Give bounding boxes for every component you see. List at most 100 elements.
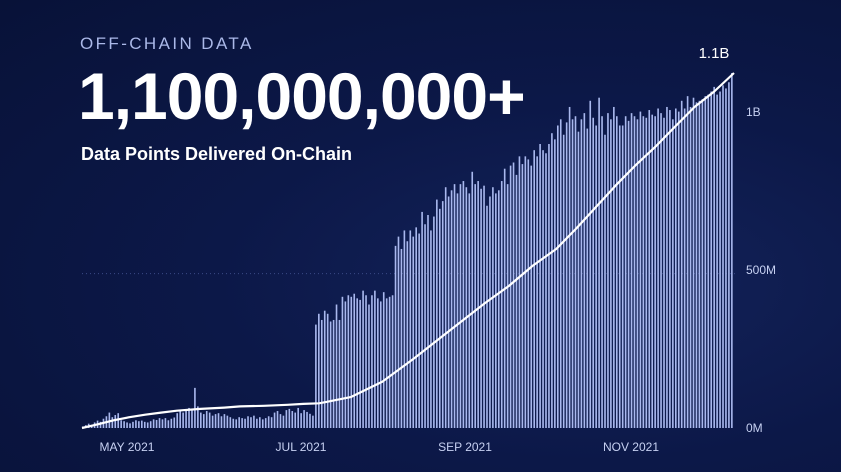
chart-bar (539, 144, 541, 428)
chart-bar (347, 295, 350, 428)
chart-bar (197, 406, 199, 428)
chart-bar (677, 111, 680, 428)
chart-bar (509, 165, 512, 429)
chart-bar (610, 119, 612, 429)
chart-bar (179, 411, 181, 428)
chart-bar (229, 417, 232, 428)
chart-bar (182, 412, 184, 428)
chart-bar (621, 125, 624, 428)
chart-bar (586, 128, 589, 428)
chart-bar (433, 216, 435, 428)
chart-bar (152, 419, 155, 428)
chart-bar (571, 119, 574, 429)
chart-bar (459, 184, 462, 428)
chart-bar (143, 421, 146, 428)
chart-bar (188, 407, 190, 428)
chart-bar (536, 156, 538, 428)
chart-bar (285, 410, 288, 428)
chart-bar (704, 96, 707, 429)
chart-bar (344, 301, 347, 428)
chart-bar (329, 321, 332, 428)
chart-bar (397, 236, 400, 428)
y-tick-label: 0M (746, 421, 763, 435)
chart-bar (294, 412, 297, 428)
chart-bar (574, 116, 577, 428)
chart-bar (524, 156, 527, 428)
chart-bar (250, 417, 252, 428)
chart-bar (710, 91, 713, 429)
chart-bar (698, 100, 701, 428)
chart-bar (436, 199, 438, 428)
x-tick-label: NOV 2021 (603, 440, 659, 454)
chart-bar (362, 290, 364, 428)
chart-bar (391, 295, 394, 428)
chart-bar (613, 106, 615, 429)
chart-bar (663, 117, 665, 428)
chart-bar (264, 418, 267, 428)
chart-bar (185, 409, 187, 428)
chart-bars (82, 73, 733, 429)
chart-bar (282, 415, 285, 428)
chart-bar (394, 245, 397, 428)
chart-bar (486, 205, 488, 428)
chart-bar (559, 119, 562, 429)
chart-bar (365, 295, 367, 428)
chart-bar (332, 319, 335, 428)
chart-bar (731, 73, 733, 428)
chart-bar (211, 415, 214, 428)
chart-bar (400, 248, 403, 428)
chart-bar (267, 416, 270, 428)
chart-bar (601, 116, 603, 428)
chart-bar (415, 227, 417, 428)
chart-bar (238, 417, 240, 428)
chart-bar (303, 410, 305, 428)
chart-bar (618, 125, 621, 428)
chart-bar (648, 110, 651, 428)
chart-bar (471, 171, 474, 428)
chart-bar (589, 100, 592, 428)
chart-bar (453, 184, 456, 428)
chart-bar (244, 418, 246, 428)
chart-bar (217, 413, 220, 428)
chart-bar (261, 419, 264, 428)
chart-bar (421, 211, 423, 428)
chart-bar (117, 413, 120, 428)
chart-bar (506, 184, 509, 428)
chart-bar (683, 108, 686, 428)
chart-bar (335, 304, 338, 428)
chart-bar (135, 420, 137, 428)
chart-bar (713, 86, 715, 428)
chart-bar (645, 117, 648, 428)
chart-bar (492, 187, 494, 428)
chart-bar (323, 310, 326, 428)
chart-bar (577, 131, 580, 428)
chart-bar (326, 313, 329, 428)
chart-bar (338, 319, 341, 428)
chart-bar (427, 215, 429, 428)
chart-bar (412, 236, 415, 428)
chart-bar (462, 181, 465, 428)
chart-bar (480, 188, 482, 428)
chart-bar (155, 419, 158, 428)
chart-bar (318, 313, 320, 428)
chart-bar (141, 420, 143, 428)
chart-bar (167, 420, 170, 428)
chart-bar (521, 164, 524, 428)
chart-bar (595, 125, 597, 428)
chart-bar (200, 412, 202, 428)
chart-bar (385, 298, 388, 428)
chart-eyebrow: OFF-CHAIN DATA (80, 34, 254, 53)
chart-bar (403, 230, 406, 428)
chart-bar (291, 411, 294, 428)
chart-bar (562, 134, 565, 429)
chart-bar (194, 387, 196, 428)
chart-bar (247, 416, 249, 428)
chart-bar (542, 150, 544, 429)
chart-bar (580, 119, 583, 429)
chart-bar (99, 421, 102, 428)
chart-bar (273, 412, 276, 428)
chart-bar (568, 106, 571, 429)
chart-bar (689, 106, 692, 429)
chart-bar (651, 114, 654, 429)
chart-bar (465, 187, 468, 428)
